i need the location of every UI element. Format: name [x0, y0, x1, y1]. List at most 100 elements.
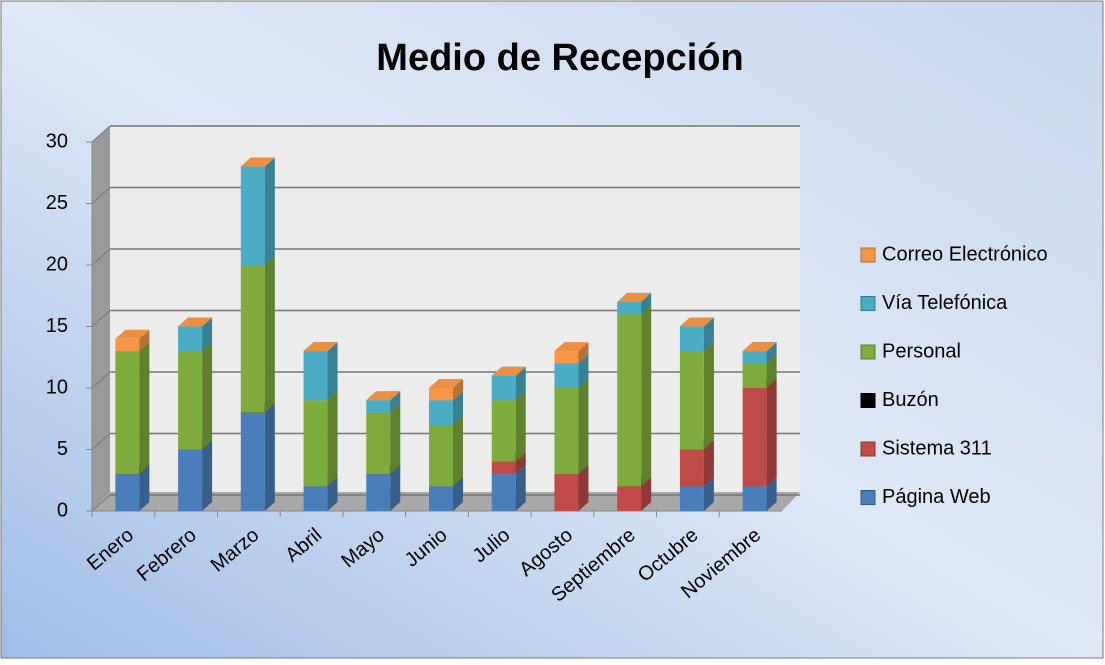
y-tick-label: 25 [46, 192, 68, 214]
bar-front [742, 351, 767, 364]
bar-segment [178, 342, 213, 450]
bar-front [554, 388, 579, 475]
bar-side [390, 391, 401, 413]
bar-side [515, 452, 526, 475]
grid-line [91, 494, 111, 512]
legend-label: Sistema 311 [882, 437, 992, 459]
legend-swatch [860, 490, 876, 505]
bar-segment [617, 305, 652, 487]
bar-segment [679, 342, 714, 450]
bar-front [742, 486, 767, 511]
bar-front [178, 449, 203, 511]
bar-front [240, 412, 265, 511]
bar-side [703, 440, 714, 487]
legend-swatch [860, 247, 876, 263]
grid-line [91, 187, 111, 204]
bar-segment [240, 157, 275, 167]
legend-label: Personal [882, 340, 961, 362]
bar-front [617, 314, 642, 487]
legend-swatch [860, 344, 876, 360]
bar-top [742, 342, 777, 352]
bar-top [617, 292, 652, 302]
bar-front [491, 461, 516, 475]
y-tick-label: 0 [57, 499, 68, 521]
bar-segment [429, 415, 463, 487]
bar-front [491, 375, 516, 401]
bar-side [390, 403, 401, 475]
legend-label: Vía Telefónica [882, 292, 1008, 314]
bar-side [578, 342, 589, 364]
bar-segment [742, 379, 777, 487]
bar-segment [303, 342, 338, 352]
bar-side [264, 157, 275, 265]
bar-side [515, 465, 526, 511]
bar-top [366, 391, 401, 401]
bar-segment [240, 403, 275, 511]
bar-segment [115, 329, 150, 352]
legend-label: Buzón [882, 389, 939, 411]
grid-line [91, 125, 111, 143]
bar-segment [679, 317, 714, 327]
bar-side [327, 477, 338, 511]
bar-top [178, 317, 213, 327]
bar-front [742, 388, 767, 487]
bar-segment [178, 440, 213, 511]
bar-side [766, 379, 777, 487]
bar-segment [240, 256, 275, 413]
bar-front [429, 486, 453, 511]
bar-segment [491, 366, 526, 376]
bar-front [303, 486, 328, 511]
bar-front [178, 326, 203, 352]
bar-side [453, 477, 463, 511]
bar-side [453, 379, 463, 401]
legend-label: Página Web [882, 486, 991, 508]
bar-front [554, 351, 579, 364]
y-tick-label: 30 [46, 130, 68, 152]
legend-swatch [860, 441, 876, 457]
bar-side [202, 342, 213, 450]
bar-segment [742, 342, 777, 352]
bar-side [766, 354, 777, 388]
bar-side [327, 391, 338, 487]
bar-top [429, 379, 463, 388]
bar-front [679, 351, 704, 450]
bar-side [139, 465, 150, 511]
bar-side [327, 342, 338, 401]
bar-front [240, 265, 265, 413]
bar-front [429, 388, 453, 401]
bar-segment [491, 391, 526, 462]
bar-side [515, 391, 526, 462]
bar-front [303, 400, 328, 487]
bar-front [554, 363, 579, 388]
bar-front [679, 486, 704, 511]
grid-line [91, 371, 111, 389]
bar-side [766, 342, 777, 364]
bar-side [202, 317, 213, 352]
bar-front [115, 474, 140, 511]
bar-segment [617, 292, 652, 302]
bar-front [429, 424, 453, 487]
bar-side [703, 317, 714, 352]
chart-title: Medio de Recepción [376, 37, 743, 79]
y-tick-label: 15 [46, 315, 68, 337]
bar-side [641, 292, 652, 315]
bar-top [679, 317, 714, 327]
grid-line [91, 248, 111, 266]
bar-segment [115, 342, 150, 475]
bar-front [617, 301, 642, 315]
bar-front [115, 338, 140, 352]
bar-top [554, 342, 589, 352]
bar-front [240, 166, 265, 265]
bar-side [453, 415, 463, 487]
bar-side [390, 465, 401, 511]
bar-side [264, 403, 275, 511]
bar-side [453, 391, 463, 425]
bar-segment [366, 403, 401, 475]
bar-side [766, 477, 777, 511]
y-tick-label: 10 [46, 376, 68, 398]
bar-front [178, 351, 203, 450]
bar-top [115, 329, 150, 339]
grid-line [91, 433, 111, 450]
bar-side [515, 366, 526, 401]
